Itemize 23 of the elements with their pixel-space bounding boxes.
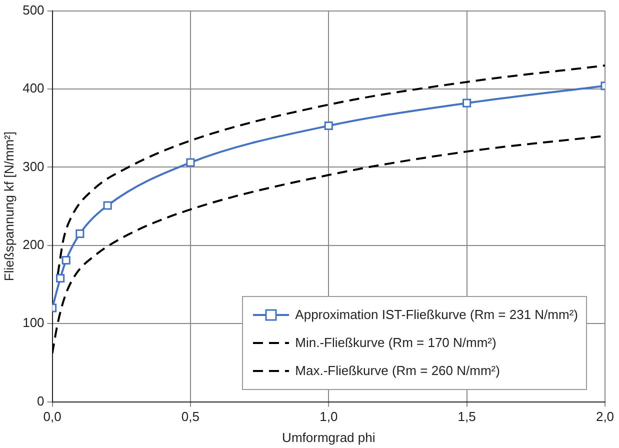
x-tick-label: 1,0 [320,409,338,424]
x-tick-label: 0,5 [181,409,200,424]
legend-label: Min.-Fließkurve (Rm = 170 N/mm²) [295,335,496,350]
point [62,256,70,265]
point [76,229,84,238]
y-tick-label: 300 [22,158,44,174]
x-tick-label: 1,5 [458,409,476,424]
point [324,121,333,130]
point [462,98,472,108]
point [56,274,65,283]
x-tick-label: 0,0 [43,409,62,424]
point [186,158,195,167]
y-tick-label: 0 [37,393,44,408]
legend-label: Max.-Fließkurve (Rm = 260 N/mm²) [295,363,500,378]
y-tick-label: 200 [22,236,44,252]
y-tick-label: 500 [22,2,44,18]
y-tick-label: 400 [22,80,44,96]
point [103,201,112,210]
y-tick-label: 100 [22,315,44,330]
x-tick-label: 2,0 [596,409,614,424]
y-axis-title: Fließspannung kf [N/mm²] [1,132,16,282]
legend-label: Approximation IST-Fließkurve (Rm = 231 N/mm²) [295,307,578,322]
x-axis-title: Umformgrad phi [282,430,376,445]
